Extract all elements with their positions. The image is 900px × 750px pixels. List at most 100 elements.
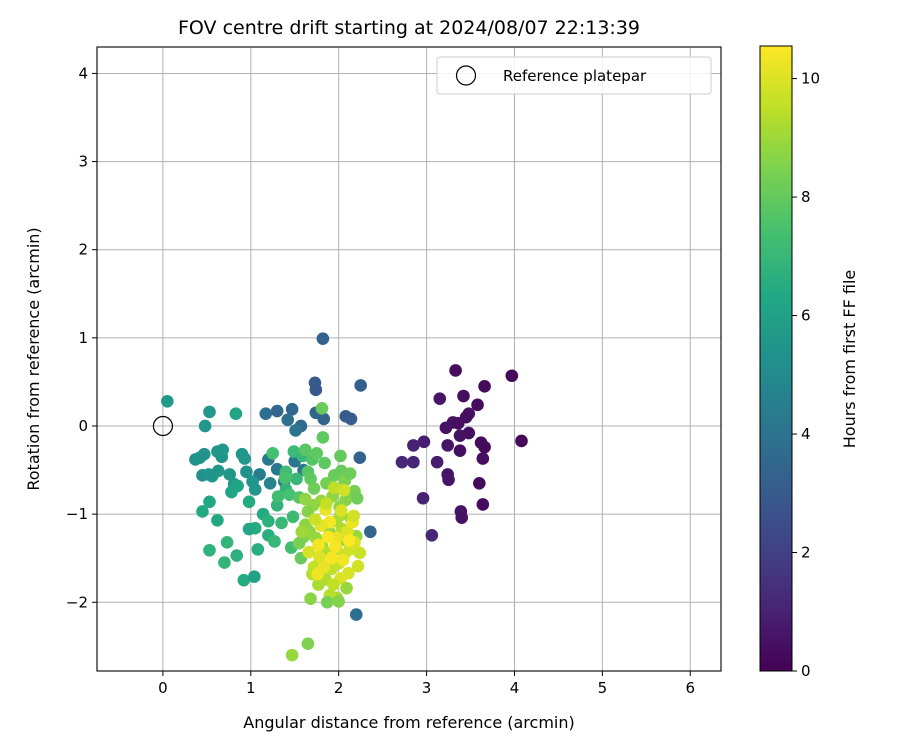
data-point <box>350 491 364 505</box>
data-point <box>316 332 330 346</box>
legend: Reference platepar <box>436 56 712 95</box>
colorbar-tick-label: 4 <box>801 425 811 443</box>
data-point <box>449 364 462 377</box>
data-point <box>216 443 229 457</box>
data-point <box>353 451 367 465</box>
data-point <box>285 402 299 416</box>
data-point <box>268 535 281 548</box>
data-point <box>281 413 295 427</box>
data-point <box>229 407 243 420</box>
colorbar-tick-label: 8 <box>801 188 811 206</box>
data-point <box>271 490 285 503</box>
data-point <box>286 510 300 524</box>
data-point <box>320 595 334 609</box>
data-point <box>278 471 292 485</box>
data-point <box>515 434 528 448</box>
x-tick-label: 4 <box>510 679 520 697</box>
data-point <box>336 553 350 567</box>
data-point <box>308 513 322 526</box>
x-axis-label: Angular distance from reference (arcmin) <box>243 713 574 732</box>
data-point <box>238 452 251 465</box>
colorbar: 0 2 4 6 8 10 Hours from first FF file <box>759 45 859 680</box>
data-point <box>310 447 324 460</box>
data-point <box>315 402 329 415</box>
data-point <box>334 449 347 463</box>
data-point <box>351 559 365 573</box>
data-point <box>451 417 465 430</box>
y-axis-label: Rotation from reference (arcmin) <box>24 227 43 490</box>
data-point <box>259 407 273 420</box>
data-point <box>416 491 430 505</box>
data-point <box>198 419 212 433</box>
data-point <box>223 468 237 481</box>
data-point <box>476 498 490 511</box>
data-point <box>263 476 277 490</box>
legend-label: Reference platepar <box>503 67 647 85</box>
reference-marker-group <box>152 415 174 437</box>
y-tick-label: 2 <box>78 241 88 259</box>
data-point <box>328 540 342 554</box>
data-point <box>295 525 309 539</box>
data-point <box>313 550 326 563</box>
reference-platepar-marker <box>152 415 174 437</box>
data-point <box>298 443 312 457</box>
data-point <box>230 549 244 562</box>
data-point <box>283 488 296 502</box>
y-tick-label: 1 <box>78 329 88 347</box>
data-point <box>302 545 316 559</box>
data-points <box>161 332 528 662</box>
data-point <box>287 445 301 458</box>
colorbar-tick-label: 6 <box>801 307 811 325</box>
data-point <box>220 536 234 549</box>
data-point <box>425 528 439 542</box>
y-tick-label: −2 <box>66 593 88 611</box>
data-point <box>218 556 231 569</box>
x-tick-label: 6 <box>685 679 695 697</box>
y-axis-ticks: −2 −1 0 1 2 3 4 <box>66 64 97 611</box>
data-point <box>453 444 467 457</box>
data-point <box>457 389 470 403</box>
data-point <box>203 543 216 557</box>
chart-title: FOV centre drift starting at 2024/08/07 … <box>178 17 640 39</box>
data-point <box>335 504 348 517</box>
colorbar-tick-label: 10 <box>801 70 820 88</box>
colorbar-label: Hours from first FF file <box>840 270 859 449</box>
data-point <box>231 479 244 493</box>
data-point <box>354 379 367 392</box>
data-point <box>242 495 256 509</box>
data-point <box>476 452 490 465</box>
data-point <box>298 492 312 506</box>
data-point <box>304 592 317 606</box>
data-point <box>211 464 225 478</box>
legend-marker-icon <box>455 65 477 86</box>
data-point <box>311 567 324 581</box>
data-point <box>478 440 491 454</box>
data-point <box>240 465 253 479</box>
data-point <box>289 424 302 437</box>
data-point <box>442 473 455 487</box>
data-point <box>248 570 261 583</box>
x-tick-label: 0 <box>158 679 168 697</box>
data-point <box>342 534 356 547</box>
data-point <box>478 380 491 393</box>
y-tick-label: 4 <box>78 64 88 82</box>
data-point <box>505 369 519 383</box>
colorbar-tick-label: 2 <box>801 544 811 562</box>
data-point <box>312 538 325 552</box>
data-point <box>161 395 174 408</box>
data-point <box>430 455 444 469</box>
legend-box <box>436 56 712 95</box>
x-tick-label: 1 <box>246 679 256 697</box>
data-point <box>433 392 447 405</box>
data-point <box>262 514 275 528</box>
data-point <box>203 405 216 419</box>
data-point <box>292 536 306 550</box>
data-point <box>344 412 358 426</box>
data-point <box>309 383 323 397</box>
data-point <box>455 511 469 524</box>
y-tick-label: 3 <box>78 153 88 171</box>
data-point <box>275 516 288 530</box>
data-point <box>347 509 360 523</box>
data-point <box>211 513 224 527</box>
